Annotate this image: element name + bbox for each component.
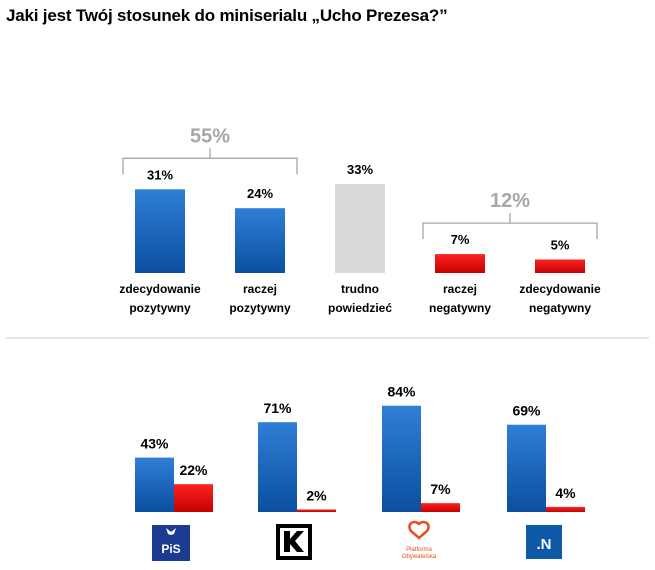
eagle-icon [166,528,176,535]
party-logos: PiS Platforma Obywatelska .N [152,520,562,561]
top-category-label-0-0: zdecydowanie [119,282,201,296]
chart-title: Jaki jest Twój stosunek do miniserialu „… [6,6,448,25]
party-bar-2-positive [382,405,421,512]
top-value-label-1: 24% [247,186,273,201]
top-category-label-0-1: pozytywny [129,301,191,315]
top-category-label-1-1: pozytywny [229,301,291,315]
top-category-label-2-1: powiedzieć [328,301,392,315]
party-value-label-3-1: 4% [555,485,576,501]
group-bracket-1 [422,213,598,240]
pis-logo: PiS [152,525,190,561]
top-category-label-4-1: negatywny [529,301,591,315]
nowoczesna-logo-text: .N [537,536,552,553]
party-bar-0-positive [135,457,174,512]
top-value-label-4: 5% [551,238,570,253]
party-value-label-3-0: 69% [512,403,541,419]
top-bar-0 [135,189,185,273]
heart-icon [408,520,430,540]
pis-logo-text: PiS [161,542,180,556]
party-value-label-2-0: 84% [387,384,416,400]
po-logo-text-1: Platforma [406,547,432,553]
po-logo-text-2: Obywatelska [402,554,437,560]
bottom-chart: 43% 22% 71% 2% 84% 7% 69% 4% [135,384,585,512]
party-value-label-1-1: 2% [306,487,327,503]
top-bar-3 [435,254,485,273]
top-category-label-3-0: raczej [443,282,477,296]
k-icon [284,531,304,552]
group-total-label-1: 12% [490,190,530,212]
party-bar-2-negative [421,503,460,512]
top-value-label-2: 33% [347,162,373,177]
top-value-label-0: 31% [147,167,173,182]
top-bar-1 [235,208,285,273]
top-category-label-4-0: zdecydowanie [519,282,601,296]
party-value-label-0-1: 22% [179,462,208,478]
kukiz-logo [276,524,312,560]
nowoczesna-logo: .N [526,525,562,559]
party-bar-3-negative [546,506,585,512]
top-category-label-3-1: negatywny [429,301,491,315]
party-value-label-1-0: 71% [263,400,292,416]
party-bar-0-negative [174,484,213,512]
party-bar-3-positive [507,424,546,512]
top-category-label-1-0: raczej [243,282,277,296]
party-value-label-0-0: 43% [140,436,169,452]
party-bar-1-positive [258,422,297,512]
party-bar-1-negative [297,509,336,512]
group-bracket-0 [122,148,298,175]
top-category-label-2-0: trudno [341,282,379,296]
party-value-label-2-1: 7% [430,481,451,497]
top-chart: 31% zdecydowanie pozytywny 24% raczej pozytyw… [119,125,601,315]
top-value-label-3: 7% [451,232,470,247]
po-logo: Platforma Obywatelska [402,520,437,560]
group-total-label-0: 55% [190,125,230,147]
top-bar-4 [535,259,585,273]
top-bar-2 [335,183,385,273]
